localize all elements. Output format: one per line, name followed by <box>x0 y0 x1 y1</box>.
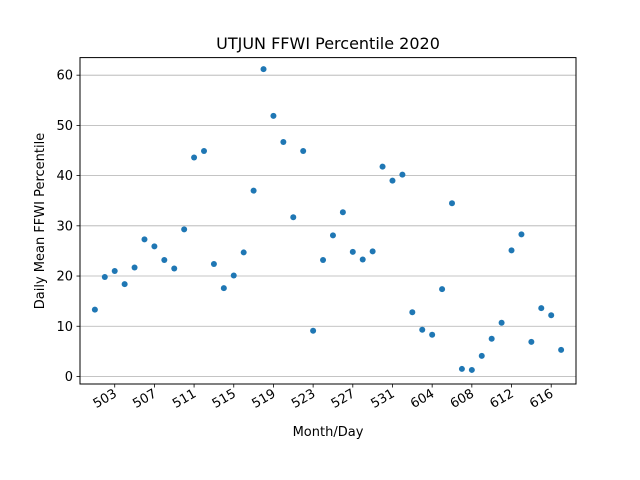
data-point <box>240 249 247 256</box>
x-tick-label: 531 <box>368 386 397 411</box>
grid-lines <box>80 74 576 377</box>
data-point <box>359 256 366 263</box>
x-tick-label: 616 <box>527 386 556 411</box>
data-point <box>131 264 138 271</box>
x-tick-label: 604 <box>408 386 437 411</box>
data-point <box>181 226 188 233</box>
data-point <box>369 248 376 255</box>
data-point <box>111 268 118 275</box>
data-point <box>210 260 217 267</box>
x-tick-label: 507 <box>130 386 159 411</box>
y-tick-label: 10 <box>56 320 73 335</box>
data-point <box>558 346 565 353</box>
data-point <box>171 265 178 272</box>
data-point <box>548 312 555 319</box>
y-tick-label: 20 <box>56 270 73 285</box>
x-tick-label: 608 <box>448 386 477 411</box>
y-tick-label: 60 <box>56 69 73 84</box>
x-tick-label: 519 <box>249 386 278 411</box>
data-point <box>538 305 545 312</box>
data-point <box>280 138 287 145</box>
data-point <box>389 177 396 184</box>
data-point <box>260 66 267 73</box>
data-point <box>161 256 168 263</box>
y-axis-label: Daily Mean FFWI Percentile <box>33 133 48 310</box>
y-tick-label: 0 <box>65 370 73 385</box>
data-point <box>399 171 406 178</box>
data-point <box>329 232 336 239</box>
data-point <box>528 338 535 345</box>
data-point <box>339 209 346 216</box>
x-axis-label: Month/Day <box>293 425 364 440</box>
x-axis: 503 507 511 515 519 523 527 531 604 608 612 616 <box>91 384 556 412</box>
data-point <box>419 326 426 333</box>
data-point <box>290 214 297 221</box>
y-tick-label: 40 <box>56 169 73 184</box>
data-point <box>320 256 327 263</box>
data-point <box>429 331 436 338</box>
data-point <box>458 365 465 372</box>
data-point <box>151 243 158 250</box>
y-tick-label: 50 <box>56 119 73 134</box>
x-tick-label: 527 <box>329 386 358 411</box>
data-point <box>409 309 416 316</box>
data-point <box>349 248 356 255</box>
data-point <box>439 286 446 293</box>
x-tick-label: 503 <box>91 386 120 411</box>
data-point <box>518 231 525 238</box>
data-point <box>121 281 128 288</box>
data-point <box>300 148 307 155</box>
data-point <box>310 327 317 334</box>
data-point <box>498 319 505 326</box>
data-point <box>201 148 207 155</box>
y-tick-label: 30 <box>56 219 73 234</box>
data-point <box>488 335 495 342</box>
data-point <box>270 112 277 119</box>
data-point <box>449 200 455 207</box>
y-axis: 0 10 20 30 40 50 60 <box>56 69 80 385</box>
data-point <box>101 274 108 281</box>
x-tick-label: 511 <box>170 386 199 411</box>
data-point <box>220 285 227 292</box>
data-point <box>191 154 198 161</box>
x-tick-label: 523 <box>289 386 318 411</box>
chart-title: UTJUN FFWI Percentile 2020 <box>216 34 440 53</box>
data-point <box>91 306 98 313</box>
data-point <box>250 187 257 194</box>
x-tick-label: 612 <box>488 386 517 411</box>
x-tick-label: 515 <box>210 386 239 411</box>
data-point <box>468 366 475 373</box>
data-points <box>91 66 565 373</box>
data-point <box>141 236 148 243</box>
data-point <box>379 163 386 170</box>
plot-frame <box>79 57 577 385</box>
data-point <box>478 352 485 359</box>
data-point <box>508 247 515 254</box>
data-point <box>230 272 237 279</box>
